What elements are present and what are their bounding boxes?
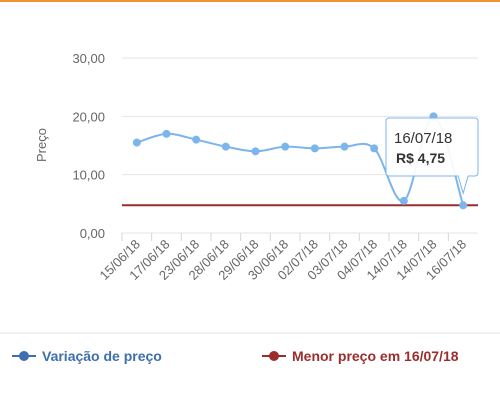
point (370, 144, 379, 153)
point (340, 142, 349, 151)
y-tick-label: 20,00 (72, 109, 105, 124)
tooltip-box (385, 117, 479, 196)
point (310, 144, 319, 153)
point (192, 135, 201, 144)
tooltip-title: 16/07/18 (394, 130, 452, 147)
top-border (0, 0, 500, 2)
tooltip-text: R$ 4,75 (396, 150, 445, 166)
legend-label: Variação de preço (42, 348, 162, 364)
point (221, 142, 230, 151)
point (459, 201, 468, 210)
y-tick-label: 30,00 (72, 51, 105, 66)
point (251, 147, 260, 156)
legend-label: Menor preço em 16/07/18 (292, 348, 459, 364)
point (281, 142, 290, 151)
legend-symbol (19, 351, 29, 361)
legend-symbol (269, 351, 279, 361)
y-tick-label: 10,00 (72, 168, 105, 183)
point (132, 138, 141, 147)
y-axis-label: Preço (34, 128, 49, 162)
y-tick-label: 0,00 (80, 226, 105, 241)
point (162, 129, 171, 138)
point (399, 196, 408, 205)
